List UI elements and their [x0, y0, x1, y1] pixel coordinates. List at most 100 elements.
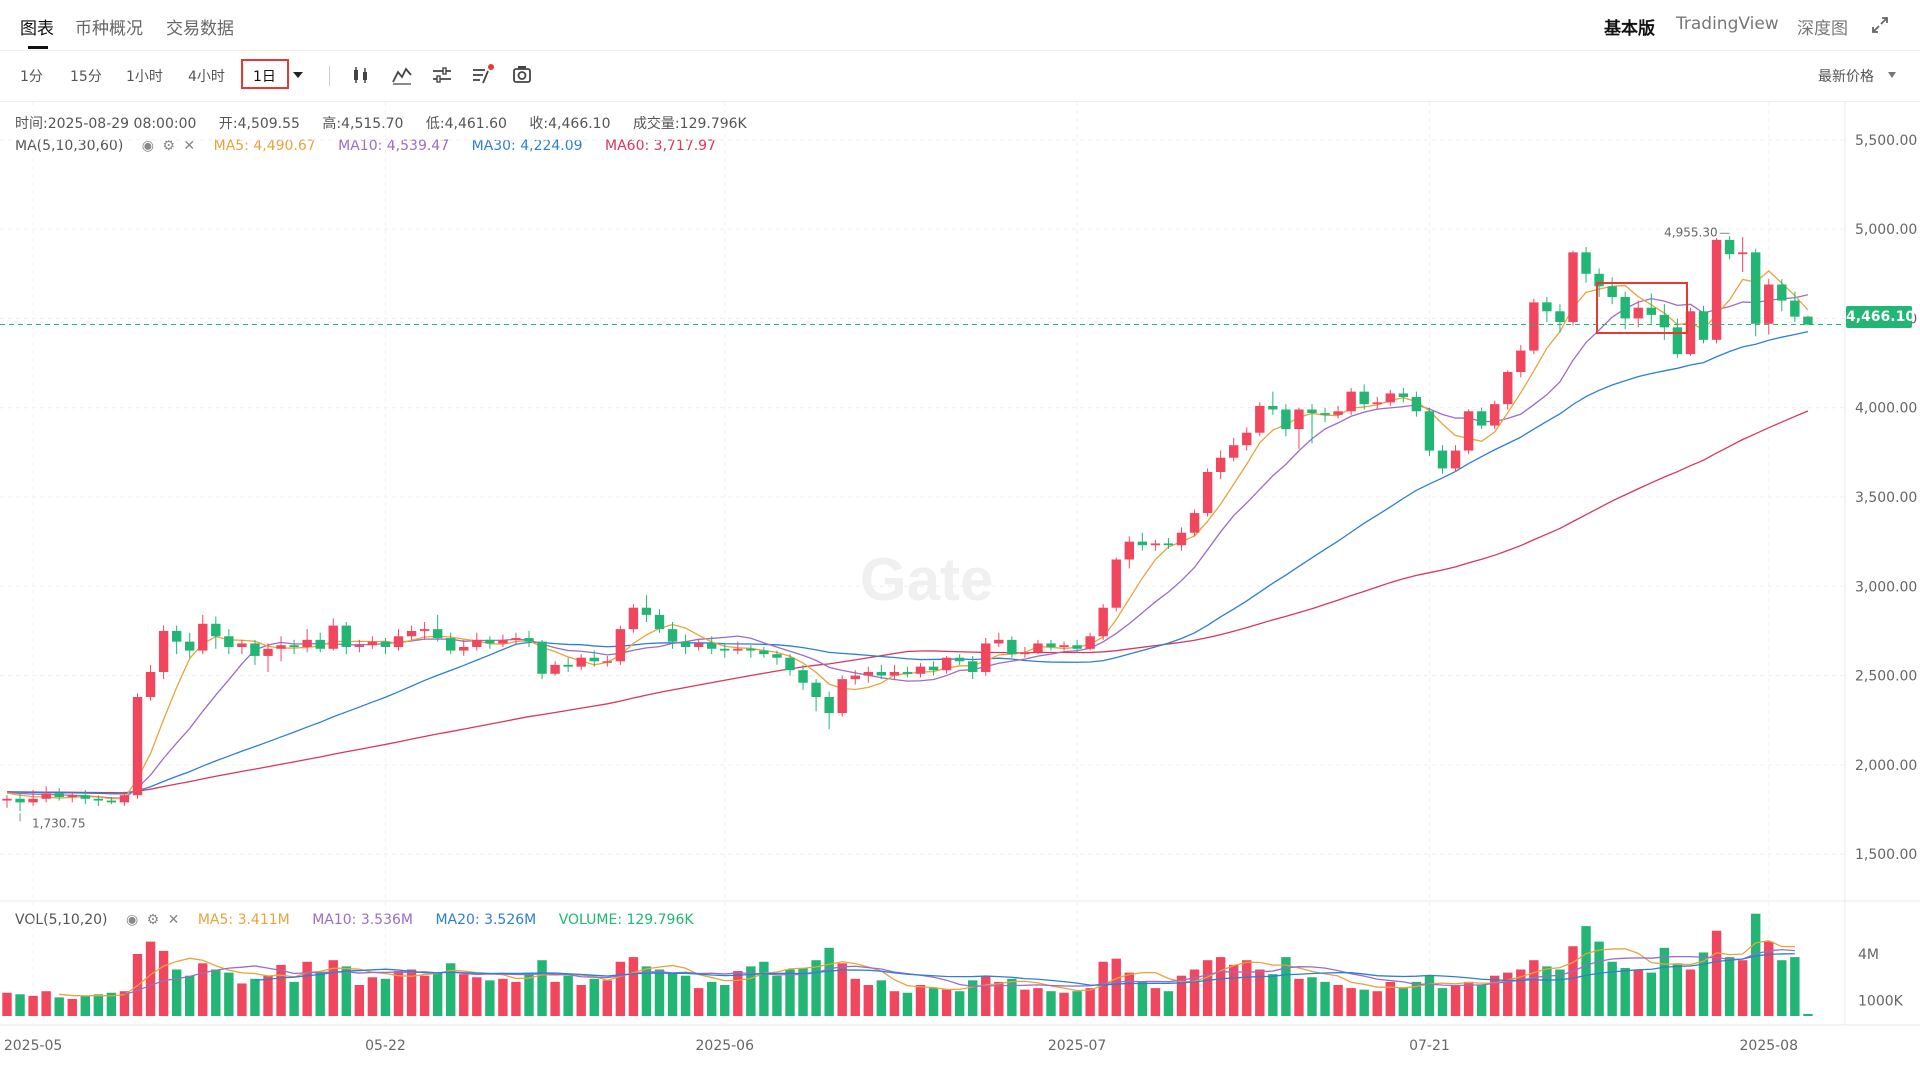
volume-bar: [1633, 969, 1643, 1016]
candle: [1659, 304, 1670, 340]
volume-bar: [1529, 960, 1539, 1016]
candle: [485, 636, 495, 649]
volume-bar: [746, 966, 756, 1016]
candle-body: [1646, 307, 1656, 315]
volume-bar: [393, 971, 404, 1016]
ma-close-icon[interactable]: ✕: [183, 138, 196, 154]
volume-bar: [289, 981, 299, 1016]
candle-body: [302, 639, 312, 647]
volume-bar: [1672, 963, 1683, 1016]
candle-body: [224, 636, 234, 647]
timeframe-dropdown-icon[interactable]: [292, 70, 304, 80]
vol-visibility-eye-icon[interactable]: ◉: [125, 912, 139, 928]
candle: [720, 643, 730, 658]
timeframe-1d[interactable]: 1日: [253, 69, 276, 85]
screenshot-icon[interactable]: [510, 63, 534, 87]
timeframe-1h[interactable]: 1小时: [126, 69, 163, 85]
vol-close-icon[interactable]: ✕: [167, 912, 180, 928]
candle: [367, 636, 378, 649]
candle-body: [1372, 402, 1382, 405]
candle: [1320, 407, 1330, 422]
candlestick-type-icon[interactable]: [349, 63, 373, 87]
volume-bar: [1163, 991, 1174, 1016]
indicators-icon[interactable]: [390, 63, 414, 87]
timeframe-1m[interactable]: 1分: [20, 69, 43, 85]
candle: [446, 632, 456, 655]
volume-bar: [263, 975, 273, 1016]
x-tick-label: 2025-07: [1048, 1038, 1107, 1054]
volume-bar: [772, 975, 782, 1016]
volume-bar: [1476, 985, 1487, 1016]
candle: [589, 650, 599, 667]
ma-settings-icon[interactable]: ⚙: [162, 138, 175, 154]
candle-body: [1737, 252, 1748, 255]
candle: [1150, 539, 1161, 551]
volume-bar: [119, 991, 130, 1016]
volume-bar: [850, 978, 860, 1016]
volume-bar: [511, 981, 521, 1016]
volume-bar: [1607, 961, 1617, 1016]
candle-body: [1098, 607, 1108, 637]
candle: [902, 666, 913, 678]
candle-body: [772, 654, 782, 658]
candle-body: [380, 641, 391, 647]
volume-bar: [224, 972, 234, 1016]
candle: [889, 664, 900, 680]
timeframe-4h[interactable]: 4小时: [188, 69, 225, 85]
price-type-dropdown-icon[interactable]: [1887, 71, 1897, 79]
basic-version-tab[interactable]: 基本版: [1604, 19, 1655, 39]
volume-bar: [106, 992, 117, 1016]
vol-ma5-value: MA5: 3.411M: [197, 912, 290, 928]
candle: [1346, 388, 1356, 415]
volume-bar: [1450, 985, 1461, 1016]
candle: [693, 639, 704, 651]
candle: [145, 664, 156, 701]
price-type-select[interactable]: 最新价格: [1818, 69, 1874, 85]
volume-bar: [1385, 981, 1395, 1016]
candle-body: [863, 672, 873, 676]
candle: [785, 654, 795, 676]
candle-body: [1555, 311, 1565, 322]
volume-bar: [1659, 947, 1670, 1016]
tab-coin-overview[interactable]: 币种概况: [75, 19, 143, 39]
fullscreen-icon[interactable]: [1870, 15, 1890, 35]
candle-body: [811, 682, 821, 697]
open-label: 开:: [218, 116, 238, 132]
settings-sliders-icon[interactable]: [430, 63, 454, 87]
candle-body: [1333, 411, 1343, 415]
candle-body: [1620, 297, 1630, 319]
depth-chart-tab[interactable]: 深度图: [1797, 19, 1848, 39]
timeframe-15m[interactable]: 15分: [70, 69, 102, 85]
candle-body: [54, 793, 64, 797]
candle-body: [654, 614, 665, 630]
candle-body: [1346, 391, 1356, 412]
ma60-value: MA60: 3,717.97: [605, 138, 716, 154]
candle: [211, 616, 221, 649]
ma30-value: MA30: 4,224.09: [471, 138, 583, 154]
candle-body: [876, 672, 887, 676]
candle-body: [485, 639, 495, 644]
volume-bar: [798, 967, 808, 1016]
tab-trading-data[interactable]: 交易数据: [166, 19, 234, 39]
candle: [315, 632, 325, 653]
volume-bar: [537, 960, 547, 1016]
ma-visibility-eye-icon[interactable]: ◉: [141, 138, 154, 154]
candle-body: [576, 657, 586, 667]
candle: [1633, 300, 1643, 328]
candle-body: [537, 641, 547, 674]
drawing-tools-icon[interactable]: [470, 63, 494, 87]
ohlc-info: 时间:2025-08-29 08:00:00 开:4,509.55 高:4,51…: [15, 113, 747, 133]
tradingview-tab[interactable]: TradingView: [1676, 14, 1779, 34]
volume-bar: [941, 989, 952, 1016]
candle: [537, 639, 547, 680]
vol-settings-icon[interactable]: ⚙: [146, 912, 160, 928]
candle: [850, 670, 860, 685]
candle: [1007, 636, 1017, 658]
tab-chart[interactable]: 图表: [20, 19, 54, 39]
candle: [432, 614, 443, 642]
volume-bar: [1059, 992, 1069, 1016]
candle: [1711, 238, 1722, 344]
candle-body: [119, 795, 130, 803]
candle-body: [850, 675, 860, 680]
